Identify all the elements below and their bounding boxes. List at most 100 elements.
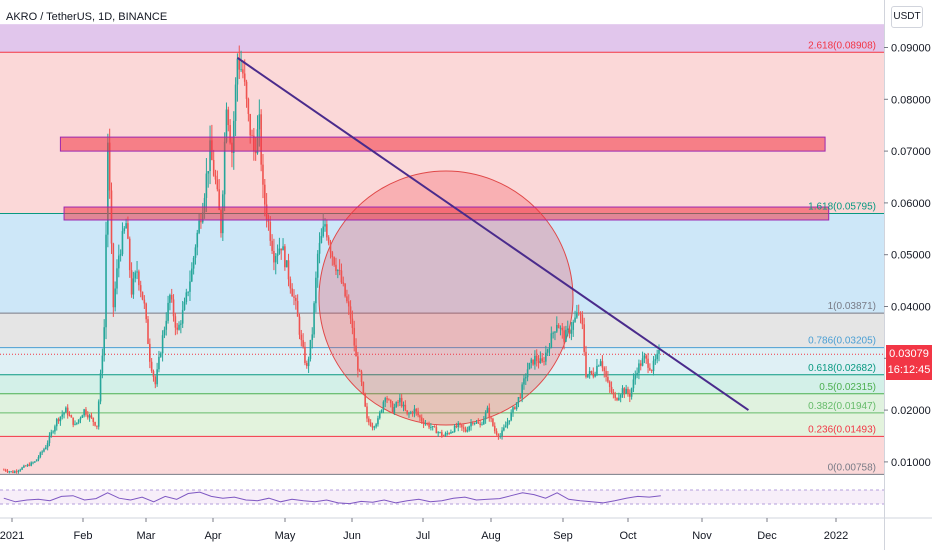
candle-body — [3, 469, 5, 471]
candle-body — [608, 381, 611, 387]
candle-body — [37, 457, 40, 460]
fib-zone-4 — [0, 347, 884, 375]
candle-body — [333, 257, 335, 265]
candle-body — [621, 388, 624, 395]
candle-body — [205, 173, 208, 198]
candle-body — [389, 399, 392, 404]
candle-body — [545, 352, 547, 362]
candle-body — [375, 424, 377, 427]
candle-body — [638, 363, 640, 373]
candle-body — [619, 394, 622, 398]
candle-body — [307, 358, 310, 367]
candle-body — [178, 324, 180, 330]
candle-body — [267, 219, 270, 223]
candle-body — [192, 257, 195, 269]
candle-body — [180, 323, 182, 325]
candle-body — [464, 428, 467, 432]
candle-body — [519, 397, 522, 398]
candle-body — [576, 312, 578, 318]
candle-body — [81, 415, 84, 418]
candle-body — [218, 189, 220, 210]
candle-body — [74, 423, 76, 425]
candle-body — [242, 69, 244, 74]
candle-body — [437, 432, 439, 434]
candle-body — [654, 359, 657, 361]
candle-body — [426, 423, 429, 425]
candle-body — [139, 285, 142, 292]
candle-body — [656, 353, 658, 360]
candle-body — [85, 409, 87, 415]
candle-body — [614, 394, 616, 398]
candle-body — [572, 321, 575, 330]
candle-body — [618, 397, 620, 401]
candle-body — [83, 409, 85, 416]
candle-body — [548, 347, 551, 350]
candle-body — [209, 140, 211, 172]
candle-body — [118, 255, 120, 269]
candle-body — [61, 414, 64, 417]
candle-body — [200, 220, 202, 223]
candle-body — [508, 420, 511, 422]
candle-body — [577, 312, 580, 314]
candle-body — [331, 252, 334, 258]
candle-body — [627, 388, 629, 394]
time-tick-label: Jun — [343, 530, 361, 542]
candle-body — [457, 423, 460, 428]
candle-body — [234, 84, 237, 121]
candle-body — [481, 424, 483, 426]
candle-body — [570, 329, 573, 334]
price-tick-label: 0.06000 — [891, 198, 931, 210]
price-tick-label: 0.01000 — [891, 457, 931, 469]
candle-body — [636, 372, 638, 376]
resistance-box-1 — [59, 136, 826, 152]
candle-body — [159, 353, 162, 357]
time-tick-label: Mar — [137, 530, 156, 542]
candle-body — [138, 271, 140, 286]
candle-body — [4, 469, 7, 471]
fib-zone-5 — [0, 374, 884, 394]
candle-body — [645, 355, 648, 359]
time-tick-label: Sep — [553, 530, 573, 542]
candle-body — [579, 313, 582, 315]
candle-body — [419, 415, 421, 418]
candle-body — [557, 324, 560, 329]
candle-body — [156, 369, 158, 385]
candle-body — [262, 164, 264, 185]
candle-body — [258, 114, 261, 130]
candle-body — [537, 360, 540, 364]
candle-body — [32, 462, 34, 464]
time-tick-label: Dec — [757, 530, 777, 542]
price-tick-label: 0.04000 — [891, 302, 931, 314]
rsi-band — [0, 490, 884, 504]
candle-body — [298, 316, 301, 335]
candle-body — [643, 355, 646, 359]
candle-body — [632, 379, 635, 389]
candle-body — [238, 58, 241, 70]
candle-body — [63, 412, 65, 415]
fib-label-0.618: 0.618(0.02682) — [808, 363, 876, 374]
candle-body — [410, 412, 412, 414]
candle-body — [539, 358, 542, 364]
candle-body — [386, 398, 388, 400]
candle-body — [393, 407, 396, 413]
candle-body — [639, 363, 642, 366]
candle-body — [630, 388, 633, 397]
fib-zone-8 — [0, 436, 884, 475]
candle-body — [607, 376, 609, 382]
candle-body — [371, 426, 374, 428]
candle-body — [302, 340, 304, 347]
candle-body — [112, 243, 115, 308]
candle-body — [349, 306, 352, 319]
candle-body — [442, 435, 445, 437]
candle-body — [183, 301, 186, 310]
candle-body — [77, 419, 80, 423]
candle-body — [132, 278, 135, 295]
candle-body — [158, 356, 160, 370]
candle-body — [86, 414, 89, 418]
currency-button[interactable]: USDT — [891, 6, 923, 28]
candle-body — [380, 409, 383, 413]
time-tick-label: 2021 — [0, 530, 24, 542]
candle-body — [225, 109, 228, 142]
candle-body — [92, 417, 95, 422]
